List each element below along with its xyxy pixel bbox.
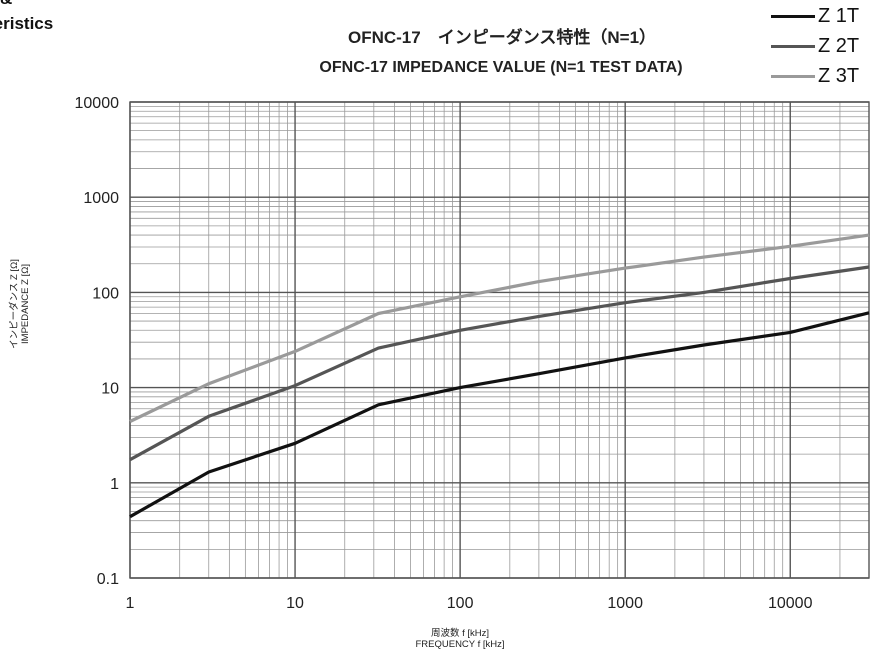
- legend-swatch-z2t: [771, 45, 815, 48]
- plot-area: [130, 102, 869, 578]
- y-tick-label: 10000: [75, 95, 120, 112]
- legend-label-z2t: Z 2T: [818, 35, 860, 57]
- legend-swatch-z1t: [771, 15, 815, 18]
- legend-label-z1t: Z 1T: [818, 5, 860, 27]
- cropped-heading-fragment: &: [0, 0, 12, 8]
- x-tick-label: 100: [447, 595, 474, 612]
- chart-subtitle: OFNC-17 IMPEDANCE VALUE (N=1 TEST DATA): [319, 59, 683, 76]
- y-tick-label: 1000: [83, 190, 119, 207]
- series-line-z3t: [129, 233, 870, 423]
- legend-item-z2t: Z 2T: [771, 34, 871, 58]
- x-axis-label: 周波数 f [kHz] FREQUENCY f [kHz]: [330, 628, 590, 650]
- legend-item-z3t: Z 3T: [771, 64, 871, 88]
- legend-item-z1t: Z 1T: [771, 4, 871, 28]
- series-line-z1t: [129, 311, 870, 519]
- plot-frame: [129, 101, 870, 579]
- x-tick-label: 10000: [768, 595, 813, 612]
- y-tick-label: 1: [110, 476, 119, 493]
- x-tick-label: 10: [286, 595, 304, 612]
- cropped-heading-fragment-2: teristics: [0, 14, 54, 33]
- y-axis-label: インピーダンス Z [Ω] IMPEDANCE Z [Ω]: [9, 224, 31, 384]
- legend-swatch-z3t: [771, 75, 815, 78]
- x-axis-label-jp: 周波数 f [kHz]: [430, 628, 490, 639]
- y-axis-label-jp: インピーダンス Z [Ω]: [9, 259, 20, 349]
- y-tick-label: 10: [101, 381, 119, 398]
- x-axis-label-en: FREQUENCY f [kHz]: [415, 639, 505, 650]
- y-axis-label-en: IMPEDANCE Z [Ω]: [20, 264, 31, 344]
- x-tick-label: 1: [126, 595, 135, 612]
- chart-title: OFNC-17 インピーダンス特性（N=1）: [347, 28, 657, 47]
- legend-label-z3t: Z 3T: [818, 65, 860, 87]
- y-tick-label: 100: [92, 285, 119, 302]
- series-line-z2t: [129, 265, 870, 462]
- y-tick-label: 0.1: [97, 571, 119, 588]
- x-tick-label: 1000: [607, 595, 643, 612]
